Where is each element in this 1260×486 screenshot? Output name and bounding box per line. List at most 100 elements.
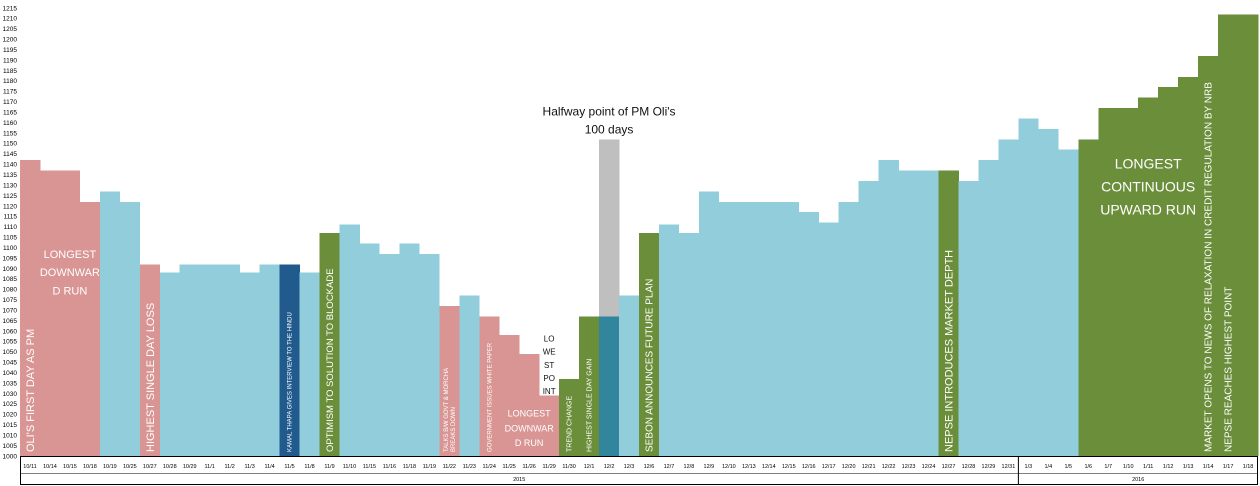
bar [79,201,101,456]
y-tick-label: 1075 [3,297,18,304]
x-tick-label: 12/6 [644,464,655,470]
x-tick-label: 10/15 [63,464,77,470]
y-tick-label: 1015 [3,422,18,429]
y-tick-label: 1110 [4,224,18,231]
y-tick-label: 1190 [3,57,17,64]
bar [259,264,280,456]
x-tick-label: 12/28 [962,464,976,470]
y-tick-label: 1210 [3,16,18,23]
x-tick-label: 10/14 [43,464,57,470]
bar [20,160,41,456]
bar-annotation: TALKS B/W GOVT & MORCHA [444,368,450,452]
bar [419,253,440,456]
y-tick-label: 1130 [3,182,17,189]
y-tick-label: 1115 [4,214,18,221]
bar [599,316,620,456]
bar-annotation: LONGEST [44,249,97,261]
x-tick-label: 12/27 [942,464,956,470]
x-tick-label: 1/14 [1203,464,1214,470]
bar [658,224,680,456]
bar [718,201,740,456]
x-tick-label: 11/29 [542,464,555,470]
x-tick-label: 1/7 [1104,464,1112,470]
bar-annotation: TREND CHANGE [567,396,574,452]
x-axis-box [20,456,1258,485]
bar-annotation: LONGEST [508,408,552,418]
x-tick-label: 11/19 [423,464,436,470]
y-tick-label: 1045 [3,360,18,367]
x-tick-label: 1/10 [1123,464,1134,470]
y-tick-label: 1215 [3,5,18,12]
bar [299,272,320,456]
y-tick-label: 1195 [3,47,17,54]
y-tick-label: 1095 [3,255,18,262]
x-tick-label: 10/18 [83,464,97,470]
bar [918,170,939,457]
x-tick-label: 12/22 [882,464,896,470]
x-tick-label: 12/24 [922,464,936,470]
x-tick-label: 12/8 [684,464,695,470]
y-tick-label: 1080 [3,287,18,294]
x-tick-label: 1/13 [1183,464,1194,470]
y-tick-label: 1100 [3,245,17,252]
y-tick-label: 1040 [3,370,18,377]
x-tick-label: 10/28 [163,464,177,470]
halfway-label: Halfway point of PM Oli's [543,104,676,118]
x-tick-label: 12/16 [802,464,816,470]
bar [559,378,580,456]
x-tick-label: 11/8 [304,464,314,470]
bar [858,180,879,456]
x-tick-label: 1/3 [1025,464,1033,470]
bar-annotation: D RUN [515,438,544,448]
y-tick-label: 1055 [3,339,18,346]
x-tick-label: 12/13 [742,464,756,470]
bar [1178,76,1199,456]
x-tick-label: 11/23 [463,464,476,470]
bar [319,233,340,456]
halfway-label: 100 days [585,122,634,136]
bar [1138,97,1159,456]
bar-annotation: HIGHEST SINGLE DAY GAIN [587,359,594,452]
y-tick-label: 1180 [3,78,17,85]
bar [479,316,500,456]
bar [159,272,181,456]
bar [778,201,800,456]
y-tick-label: 1000 [3,453,18,460]
bar-annotation: OPTIMISM TO SOLUTION TO BLOCKADE [325,268,336,452]
y-tick-label: 1005 [3,443,18,450]
bar [1098,108,1119,456]
x-tick-label: 11/3 [244,464,254,470]
bar [1218,14,1239,457]
bar [898,170,919,457]
x-tick-label: 11/9 [324,464,334,470]
bar-annotation: NEPSE REACHES HIGHEST POINT [1224,287,1235,452]
bar [239,272,260,456]
bar [998,139,1019,456]
x-tick-label: 10/19 [103,464,117,470]
x-tick-label: 12/20 [842,464,856,470]
x-tick-label: 1/5 [1064,464,1072,470]
x-tick-label: 11/18 [403,464,416,470]
bar-annotation: LONGEST [1115,155,1182,171]
x-tick-label: 12/9 [704,464,715,470]
x-tick-label: 12/10 [722,464,736,470]
x-tick-label: 12/15 [782,464,796,470]
y-tick-label: 1175 [3,89,17,96]
bar-annotation: PO [543,374,555,383]
y-tick-label: 1030 [3,391,18,398]
x-tick-label: 11/26 [522,464,535,470]
x-tick-label: 1/11 [1143,464,1153,470]
bar-annotation: OLI'S FIRST DAY AS PM [25,329,37,452]
year-label: 2016 [1132,477,1144,483]
bar [1018,118,1039,457]
bar [119,201,141,456]
y-tick-label: 1065 [3,318,18,325]
x-tick-label: 10/25 [123,464,137,470]
bar-annotation: UPWARD RUN [1100,202,1196,218]
x-tick-label: 12/17 [822,464,836,470]
y-tick-label: 1105 [3,235,17,242]
x-tick-label: 11/2 [225,464,235,470]
bar [798,212,820,456]
y-tick-label: 1185 [3,68,17,75]
